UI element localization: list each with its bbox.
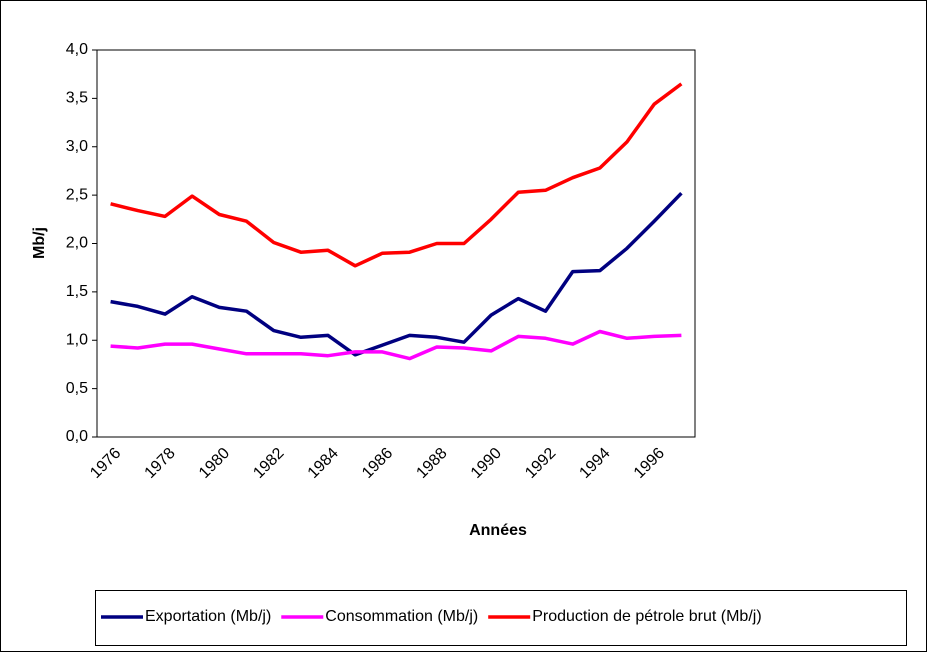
data-line: [110, 329, 682, 361]
legend-label: Exportation (Mb/j): [145, 608, 271, 625]
data-line: [110, 82, 683, 268]
y-axis-label: Mb/j: [31, 227, 48, 259]
y-tick-label: 4,0: [66, 41, 88, 58]
y-tick-label: 0,0: [66, 428, 88, 445]
data-line: [110, 191, 683, 357]
y-tick-label: 2,5: [66, 186, 88, 203]
y-tick-label: 1,5: [66, 283, 88, 300]
legend-label: Production de pétrole brut (Mb/j): [532, 608, 761, 625]
x-axis-label: Années: [469, 522, 527, 539]
y-tick-label: 3,0: [66, 138, 88, 155]
plot-area: [96, 49, 696, 438]
y-tick-label: 3,5: [66, 90, 88, 107]
legend-label: Consommation (Mb/j): [325, 608, 478, 625]
y-tick-label: 1,0: [66, 331, 88, 348]
y-tick-label: 0,5: [66, 380, 88, 397]
y-tick-label: 2,0: [66, 235, 88, 252]
